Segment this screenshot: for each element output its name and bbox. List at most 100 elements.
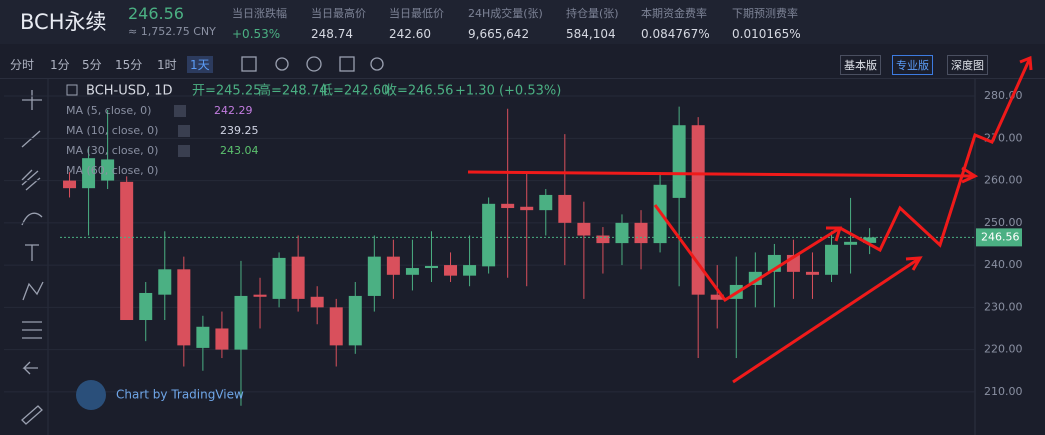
stat-value: 9,665,642 bbox=[468, 27, 530, 41]
ohlc-value: 收=246.56 bbox=[384, 84, 453, 99]
candle-body bbox=[558, 194, 572, 223]
candle-body bbox=[539, 194, 553, 211]
candle-body bbox=[482, 203, 496, 267]
interval[interactable]: 分时 bbox=[10, 58, 35, 72]
candle-body bbox=[463, 265, 477, 276]
y-tick-label: 260.00 bbox=[984, 174, 1023, 187]
price: 246.56 bbox=[128, 4, 184, 23]
candle-body bbox=[348, 295, 362, 346]
interval[interactable]: 15分 bbox=[115, 58, 143, 72]
stat-value: 242.60 bbox=[389, 27, 431, 41]
candle-body bbox=[710, 294, 724, 300]
version-button[interactable]: 深度图 bbox=[947, 55, 988, 75]
cny-price: ≈ 1,752.75 CNY bbox=[128, 25, 216, 38]
stat-value: +0.53% bbox=[232, 27, 281, 41]
candle-body bbox=[329, 307, 343, 346]
indicator-value: 243.04 bbox=[220, 144, 259, 157]
candle-body bbox=[291, 256, 305, 299]
stat-label: 持仓量(张) bbox=[566, 7, 619, 20]
candle-body bbox=[520, 206, 534, 211]
y-tick-label: 280.00 bbox=[984, 89, 1023, 102]
toolbar: 分时 1分 5分 15分 1时 1天 基本版 专业版 深度图 bbox=[0, 50, 1045, 79]
ohlc-value: +1.30 (+0.53%) bbox=[455, 84, 561, 99]
header: BCH永续 246.56 ≈ 1,752.75 CNY 当日涨跌幅 +0.53% 当… bbox=[0, 0, 1045, 44]
indicator-settings bbox=[174, 105, 186, 117]
candle-body bbox=[253, 294, 267, 297]
stat-label: 当日涨跌幅 bbox=[232, 7, 287, 20]
candle-body bbox=[215, 328, 229, 350]
candle-body bbox=[405, 268, 419, 275]
candle-body bbox=[63, 180, 77, 189]
symbol[interactable]: BCH永续 bbox=[20, 10, 107, 34]
candle-body bbox=[101, 159, 115, 181]
candle-body bbox=[120, 181, 134, 321]
candle-body bbox=[672, 125, 686, 198]
candle-body bbox=[139, 292, 153, 321]
candle-body bbox=[177, 269, 191, 346]
indicator-name: MA (10, close, 0) bbox=[66, 124, 158, 137]
chart-title: BCH-USD, 1D bbox=[86, 84, 173, 99]
stat-value: 0.010165% bbox=[732, 27, 801, 41]
stat: 当日最高价 248.74 bbox=[311, 5, 366, 41]
candle-body bbox=[386, 256, 400, 275]
toolbar-icons[interactable] bbox=[241, 56, 384, 72]
y-tick-label: 210.00 bbox=[984, 385, 1023, 398]
candle-body bbox=[805, 271, 819, 275]
candle-body bbox=[234, 295, 248, 350]
interval[interactable]: 1天 bbox=[187, 56, 213, 73]
chart-bg bbox=[4, 79, 1045, 435]
stat: 本期资金费率 0.084767% bbox=[641, 5, 710, 41]
stat-value: 248.74 bbox=[311, 27, 353, 41]
stat: 当日涨跌幅 +0.53% bbox=[232, 5, 287, 41]
candle-body bbox=[501, 203, 515, 209]
indicator-value: 242.29 bbox=[214, 104, 253, 117]
last-price-badge bbox=[976, 228, 1022, 247]
stat: 下期预测费率 0.010165% bbox=[732, 5, 801, 41]
y-tick-label: 230.00 bbox=[984, 300, 1023, 313]
stat-label: 本期资金费率 bbox=[641, 7, 707, 20]
watermark[interactable]: Chart by TradingView bbox=[116, 388, 244, 402]
y-tick-label: 250.00 bbox=[984, 216, 1023, 229]
candle-body bbox=[158, 269, 172, 295]
candle-body bbox=[272, 257, 286, 299]
candle-body bbox=[577, 222, 591, 236]
plot: 210.00220.00230.00240.00250.00260.00270.… bbox=[4, 89, 1023, 406]
candle-body bbox=[310, 296, 324, 308]
candle-body bbox=[444, 265, 458, 276]
hand-annotations bbox=[467, 55, 1033, 384]
stat-value: 0.084767% bbox=[641, 27, 710, 41]
interval[interactable]: 1分 bbox=[50, 58, 70, 72]
drawing-tools[interactable] bbox=[21, 90, 44, 425]
stat-label: 24H成交量(张) bbox=[468, 7, 543, 20]
y-tick-label: 220.00 bbox=[984, 343, 1023, 356]
ohlc-value: 高=248.74 bbox=[258, 83, 327, 99]
ohlc-value: 开=245.25 bbox=[192, 84, 261, 99]
candle-body bbox=[825, 244, 839, 275]
version-button[interactable]: 专业版 bbox=[892, 55, 933, 75]
candle-body bbox=[196, 326, 210, 348]
interval[interactable]: 1时 bbox=[157, 58, 177, 72]
candle-body bbox=[863, 237, 877, 243]
indicator-name: MA (30, close, 0) bbox=[66, 144, 158, 157]
stat-label: 当日最低价 bbox=[389, 7, 444, 20]
collapse-toggle bbox=[66, 84, 78, 96]
candle-body bbox=[691, 125, 705, 295]
tv-logo bbox=[76, 380, 106, 410]
indicator-settings bbox=[178, 145, 190, 157]
candle-body bbox=[634, 222, 648, 244]
candle-body bbox=[844, 241, 858, 245]
candle-body bbox=[424, 265, 438, 269]
candle-body bbox=[615, 222, 629, 244]
version-button[interactable]: 基本版 bbox=[840, 55, 881, 75]
y-tick-label: 240.00 bbox=[984, 258, 1023, 271]
last-price-label: 246.56 bbox=[981, 230, 1020, 243]
stat: 持仓量(张) 584,104 bbox=[566, 5, 619, 41]
indicator-name: MA (5, close, 0) bbox=[66, 104, 151, 117]
indicator-name: MA (60, close, 0) bbox=[66, 164, 158, 177]
interval[interactable]: 5分 bbox=[82, 58, 102, 72]
stat: 24H成交量(张) 9,665,642 bbox=[468, 5, 543, 41]
candle-body bbox=[82, 158, 96, 189]
stat-label: 下期预测费率 bbox=[732, 7, 798, 20]
